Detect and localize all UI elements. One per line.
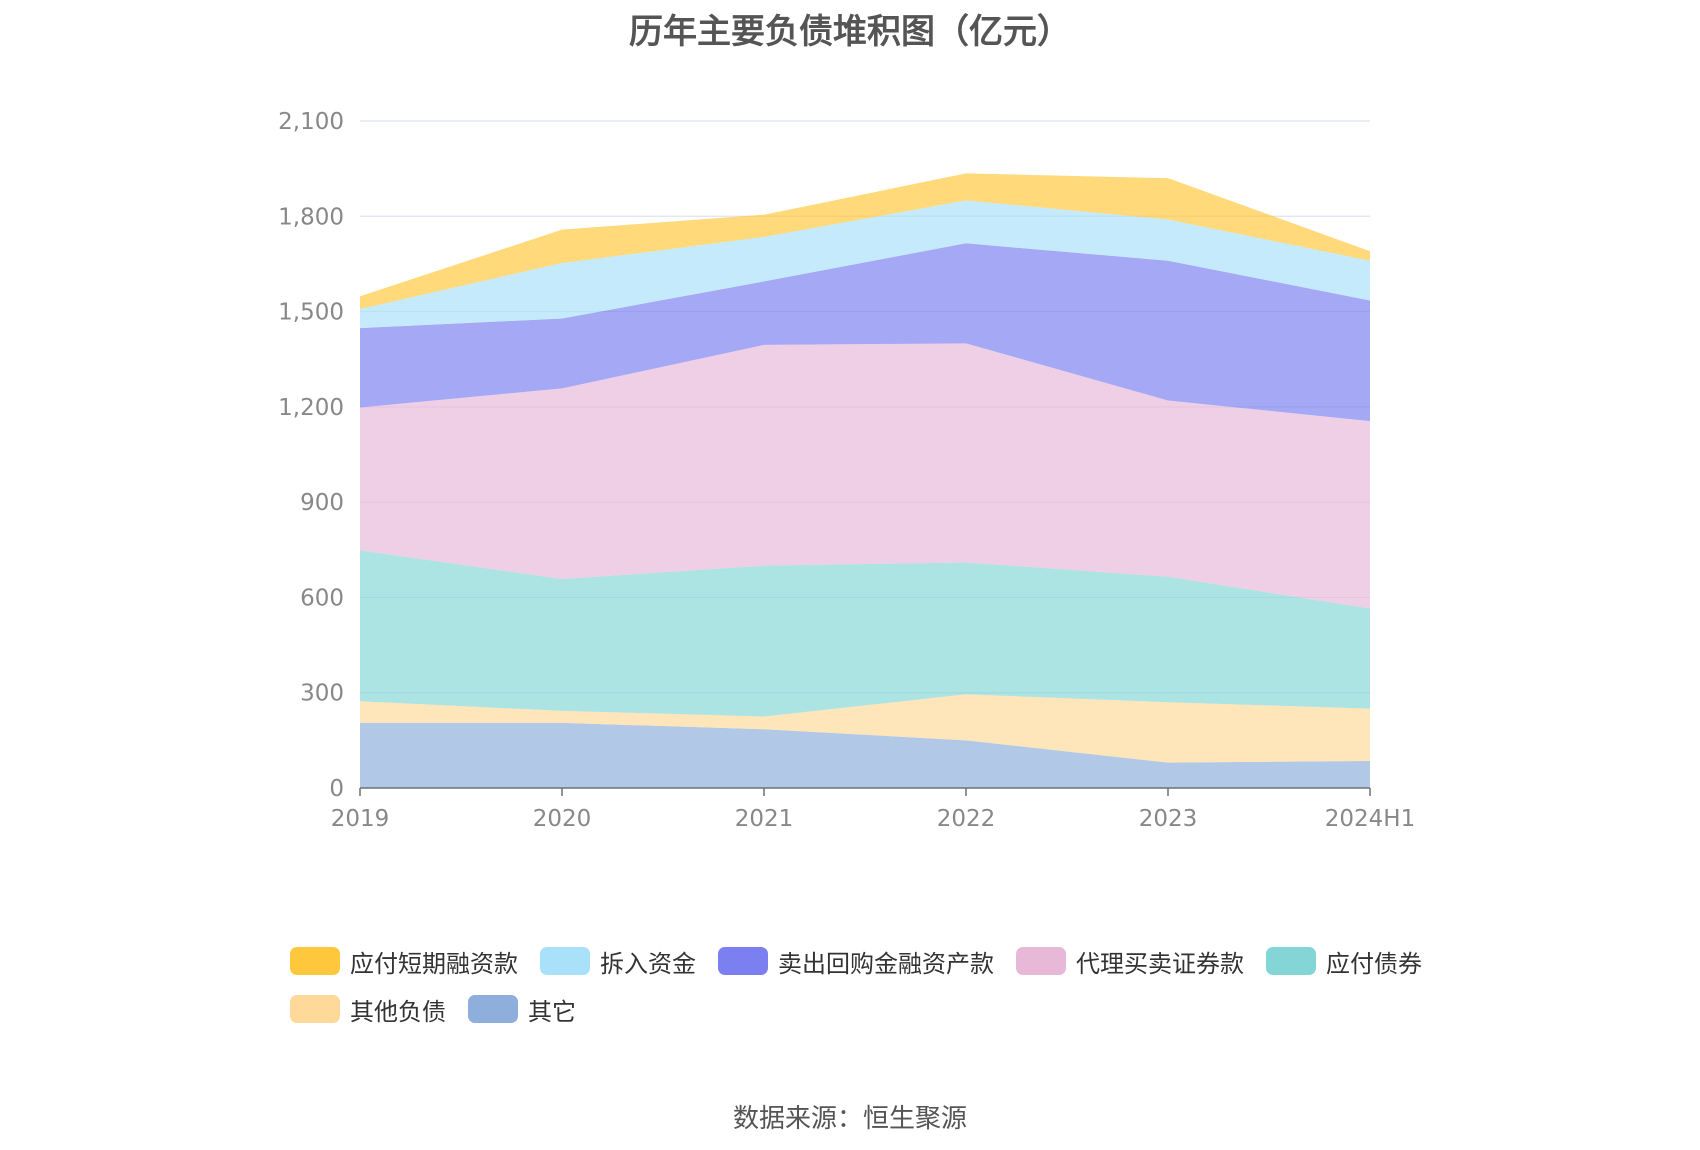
area-series-3[interactable] xyxy=(360,343,1370,609)
chart-title: 历年主要负债堆积图（亿元） xyxy=(629,12,1071,52)
legend-item[interactable]: 应付短期融资款 xyxy=(290,946,518,978)
legend-swatch xyxy=(718,947,768,975)
area-series-0[interactable] xyxy=(360,722,1370,788)
legend-item[interactable]: 其他负债 xyxy=(290,994,446,1026)
legend-label: 拆入资金 xyxy=(600,949,696,978)
x-tick-label: 2019 xyxy=(331,806,390,832)
area-series-layer xyxy=(360,173,1370,788)
y-tick-label: 1,500 xyxy=(278,300,344,326)
y-tick-label: 300 xyxy=(300,681,344,707)
y-tick-label: 0 xyxy=(329,776,344,802)
x-tick-label: 2023 xyxy=(1139,806,1198,832)
y-tick-label: 900 xyxy=(300,490,344,516)
legend-item[interactable]: 代理买卖证券款 xyxy=(1016,946,1244,978)
legend-swatch xyxy=(290,995,340,1023)
area-series-5[interactable] xyxy=(360,200,1370,329)
y-tick-label: 1,200 xyxy=(278,395,344,421)
legend-label: 其他负债 xyxy=(350,997,446,1026)
legend-label: 卖出回购金融资产款 xyxy=(778,949,994,978)
axes: 0 300 600 900 1,200 1,500 1,800 2,100 2019 2020 20… xyxy=(278,109,1415,832)
area-series-1[interactable] xyxy=(360,694,1370,763)
legend-label: 应付短期融资款 xyxy=(350,949,518,978)
legend-label: 代理买卖证券款 xyxy=(1076,949,1244,978)
legend-swatch xyxy=(540,947,590,975)
legend-swatch xyxy=(468,995,518,1023)
area-series-4[interactable] xyxy=(360,243,1370,422)
x-tick-label: 2020 xyxy=(533,806,592,832)
legend-item[interactable]: 应付债券 xyxy=(1266,946,1422,978)
x-tick-label: 2021 xyxy=(735,806,794,832)
y-tick-label: 600 xyxy=(300,585,344,611)
area-series-6[interactable] xyxy=(360,173,1370,310)
y-tick-label: 2,100 xyxy=(278,109,344,135)
legend-swatch xyxy=(290,947,340,975)
legend-item[interactable]: 其它 xyxy=(468,994,576,1026)
x-tick-label: 2024H1 xyxy=(1325,806,1415,832)
area-series-2[interactable] xyxy=(360,550,1370,717)
legend-swatch xyxy=(1266,947,1316,975)
y-tick-label: 1,800 xyxy=(278,204,344,230)
legend-label: 应付债券 xyxy=(1326,949,1422,978)
legend-label: 其它 xyxy=(528,997,576,1026)
legend-swatch xyxy=(1016,947,1066,975)
source-note: 数据来源：恒生聚源 xyxy=(732,1104,967,1134)
x-tick-label: 2022 xyxy=(937,806,996,832)
legend-item[interactable]: 拆入资金 xyxy=(540,946,696,978)
legend-item[interactable]: 卖出回购金融资产款 xyxy=(718,946,994,978)
legend: 应付短期融资款 拆入资金 卖出回购金融资产款 代理买卖证券款 应付债券其他负债 其它 xyxy=(290,946,1470,1026)
